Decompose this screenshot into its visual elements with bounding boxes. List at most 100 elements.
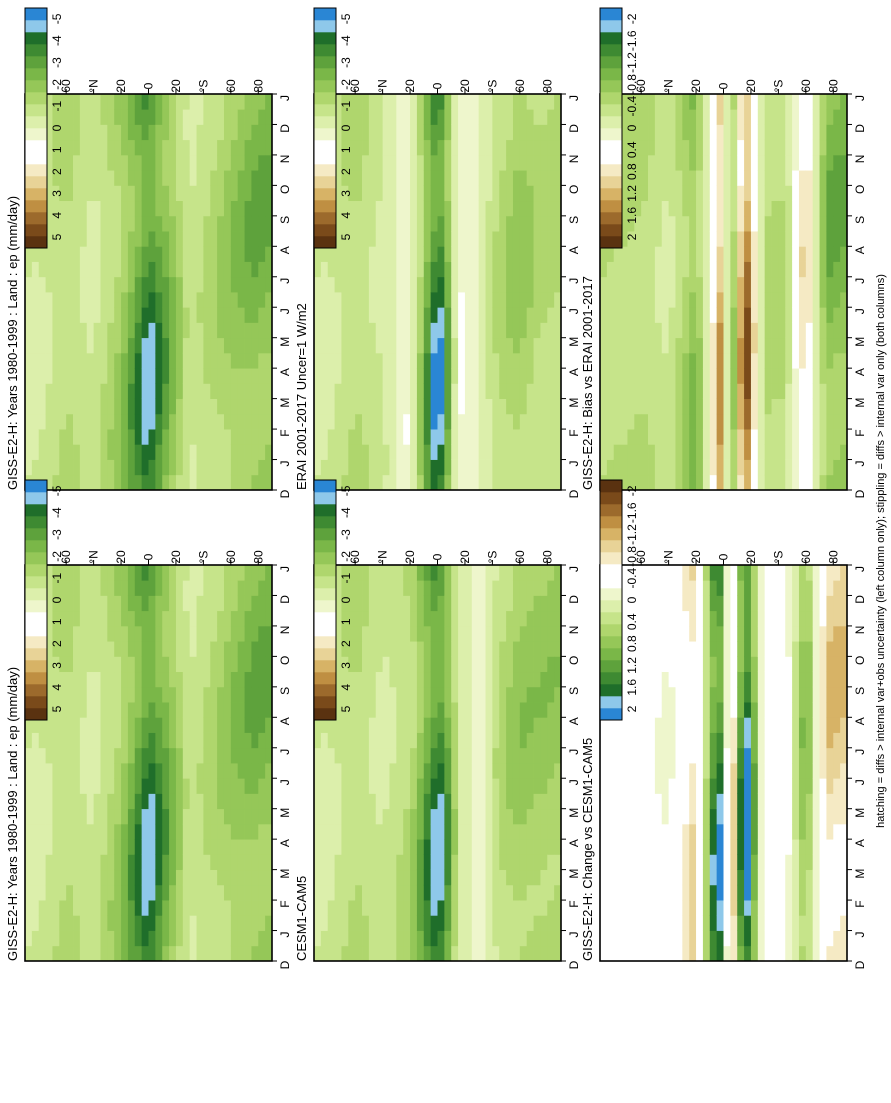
- heatmap-cell: [114, 839, 122, 855]
- heatmap-cell: [485, 915, 493, 931]
- heatmap-cell: [182, 459, 191, 476]
- heatmap-cell: [52, 945, 60, 962]
- heatmap-cell: [382, 292, 390, 308]
- heatmap-cell: [430, 945, 438, 962]
- heatmap-cell: [533, 839, 541, 855]
- heatmap-cell: [661, 383, 670, 400]
- heatmap-cell: [217, 854, 225, 871]
- heatmap-cell: [785, 94, 793, 110]
- heatmap-cell: [148, 474, 156, 491]
- heatmap-cell: [471, 215, 480, 232]
- heatmap-cell: [121, 565, 129, 581]
- heatmap-cell: [512, 930, 521, 947]
- heatmap-cell: [641, 292, 649, 308]
- heatmap-cell: [471, 109, 480, 125]
- heatmap-cell: [45, 368, 53, 384]
- heatmap-cell: [210, 307, 218, 323]
- heatmap-cell: [265, 869, 273, 886]
- heatmap-cell: [114, 200, 122, 217]
- heatmap-cell: [437, 383, 445, 400]
- colorbar-label: -3: [339, 529, 353, 540]
- heatmap-cell: [512, 671, 521, 688]
- heatmap-cell: [93, 368, 101, 384]
- heatmap-cell: [403, 307, 411, 323]
- heatmap-cell: [798, 429, 807, 445]
- heatmap-cell: [389, 139, 397, 156]
- heatmap-cell: [251, 686, 259, 703]
- heatmap-cell: [750, 474, 759, 491]
- colorbar-label: 3: [339, 190, 353, 197]
- heatmap-cell: [265, 656, 273, 673]
- heatmap-cell: [627, 307, 635, 323]
- heatmap-cell: [203, 778, 211, 794]
- heatmap-cell: [682, 231, 690, 247]
- colorbar-swatch: [25, 8, 47, 21]
- heatmap-cell: [169, 610, 177, 627]
- heatmap-cell: [107, 717, 115, 733]
- heatmap-cell: [38, 307, 46, 323]
- heatmap-cell: [512, 368, 521, 384]
- heatmap-cell: [750, 337, 759, 354]
- heatmap-cell: [86, 322, 95, 339]
- heatmap-cell: [499, 732, 507, 749]
- heatmap-cell: [375, 154, 384, 171]
- heatmap-cell: [519, 595, 528, 612]
- heatmap-cell: [778, 200, 786, 217]
- heatmap-cell: [196, 915, 204, 931]
- heatmap-cell: [533, 261, 541, 278]
- heatmap-cell: [45, 398, 53, 415]
- heatmap-cell: [519, 429, 528, 445]
- heatmap-cell: [189, 625, 197, 642]
- heatmap-cell: [196, 763, 204, 779]
- heatmap-cell: [251, 474, 259, 491]
- heatmap-cell: [416, 565, 425, 581]
- heatmap-cell: [100, 474, 108, 491]
- heatmap-cell: [416, 246, 425, 262]
- heatmap-cell: [141, 900, 149, 916]
- heatmap-cell: [382, 215, 390, 232]
- heatmap-cell: [223, 368, 232, 384]
- heatmap-cell: [506, 580, 514, 596]
- heatmap-cell: [210, 139, 218, 156]
- heatmap-cell: [600, 322, 608, 339]
- heatmap-cell: [217, 839, 225, 855]
- heatmap-cell: [31, 322, 40, 339]
- heatmap-cell: [265, 778, 273, 794]
- heatmap-cell: [526, 702, 534, 718]
- heatmap-cell: [478, 368, 486, 384]
- heatmap-cell: [540, 383, 548, 400]
- month-tick-label: A: [278, 246, 292, 254]
- heatmap-cell: [175, 869, 184, 886]
- heatmap-cell: [182, 215, 191, 232]
- heatmap-cell: [203, 170, 211, 186]
- heatmap-cell: [38, 945, 46, 962]
- heatmap-cell: [682, 170, 690, 186]
- heatmap-cell: [506, 625, 514, 642]
- heatmap-cell: [478, 444, 486, 460]
- heatmap-cell: [107, 474, 115, 491]
- heatmap-cell: [389, 808, 397, 825]
- heatmap-cell: [492, 337, 500, 354]
- heatmap-cell: [519, 413, 528, 430]
- heatmap-cell: [682, 429, 690, 445]
- heatmap-cell: [410, 778, 418, 794]
- heatmap-cell: [744, 124, 752, 141]
- heatmap-cell: [499, 429, 507, 445]
- heatmap-cell: [217, 915, 225, 931]
- heatmap-cell: [348, 915, 356, 931]
- heatmap-cell: [444, 352, 452, 369]
- heatmap-cell: [217, 763, 225, 779]
- heatmap-cell: [230, 732, 239, 749]
- heatmap-cell: [217, 246, 225, 262]
- heatmap-cell: [38, 337, 46, 354]
- heatmap-cell: [423, 671, 432, 688]
- heatmap-cell: [320, 246, 329, 262]
- heatmap-cell: [134, 383, 143, 400]
- heatmap-cell: [668, 337, 676, 354]
- heatmap-cell: [389, 945, 397, 962]
- heatmap-cell: [114, 246, 122, 262]
- heatmap-cell: [217, 474, 225, 491]
- heatmap-cell: [375, 307, 384, 323]
- heatmap-cell: [203, 747, 211, 764]
- heatmap-cell: [430, 170, 438, 186]
